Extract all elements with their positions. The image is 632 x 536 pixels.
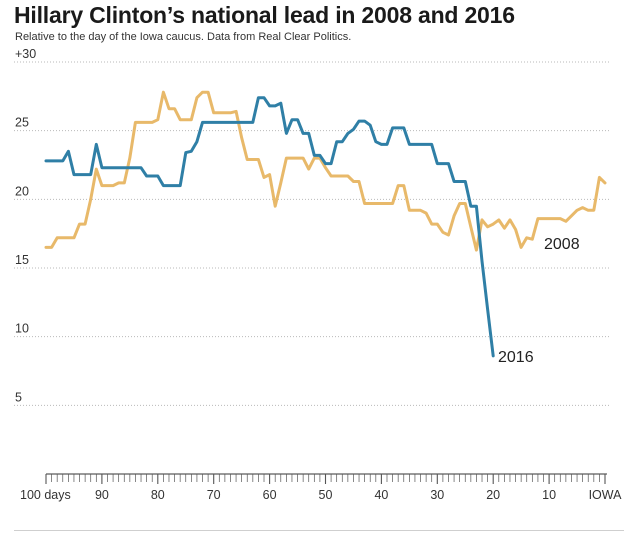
x-tick-label: 70 [207,488,221,502]
series-line-2016 [44,96,495,358]
y-tick-label: +30 [15,47,36,61]
y-tick-label: 15 [15,253,29,267]
x-tick-label: 50 [319,488,333,502]
series-label-2008: 2008 [544,236,580,253]
x-tick-label: 80 [151,488,165,502]
y-tick-label: 20 [15,184,29,198]
x-tick-label: 40 [374,488,388,502]
y-tick-label: 5 [15,390,22,404]
series-line-2008 [44,90,607,252]
x-tick-label: 90 [95,488,109,502]
x-tick-label: IOWA [589,488,623,502]
bottom-rule [14,530,624,531]
x-tick-label: 30 [430,488,444,502]
x-tick-label: 60 [263,488,277,502]
page-subtitle: Relative to the day of the Iowa caucus. … [15,31,352,43]
x-tick-label: 20 [486,488,500,502]
page-title: Hillary Clinton’s national lead in 2008 … [14,2,515,28]
x-tick-label: 10 [542,488,556,502]
series-label-2016: 2016 [498,349,534,366]
y-tick-label: 10 [15,322,29,336]
x-tick-label: 100 days [20,488,71,502]
y-tick-label: 25 [15,116,29,130]
